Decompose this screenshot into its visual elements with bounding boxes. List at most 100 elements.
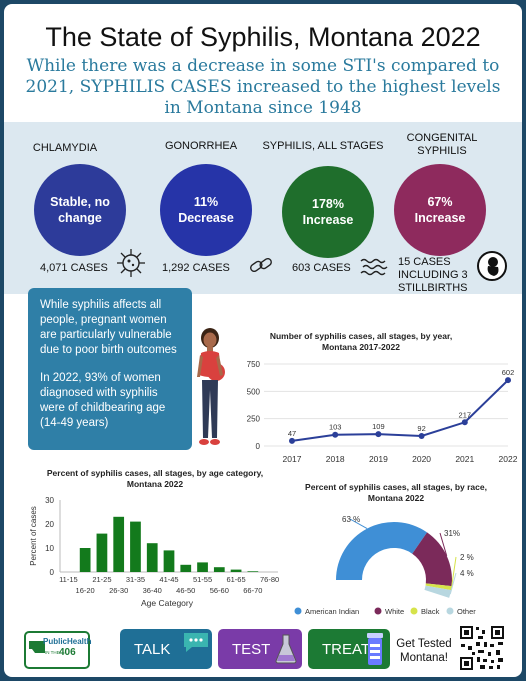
pie-chart-leader (349, 518, 368, 530)
cases-congenital: 15 CASES INCLUDING 3 STILLBIRTHS (398, 256, 468, 294)
bar-chart: 0 10 20 30 11-15 16-20 21-25 26-30 31-35 36-40 41-… (29, 496, 279, 608)
bar-chart-bar (197, 562, 208, 572)
line-chart-data-label: 92 (417, 424, 425, 433)
pie-chart-leader (439, 532, 448, 557)
bar-chart-bar (79, 548, 91, 572)
get-tested-text: Get Tested Montana! (396, 638, 452, 664)
line-chart-data-label: 47 (288, 429, 296, 438)
stat-label-gonorrhea: GONORRHEA (164, 140, 238, 152)
page-subtitle: While there was a decrease in some STI's… (25, 56, 501, 118)
bar-chart-bar (96, 533, 108, 572)
stat-circle-congenital: 67% Increase (394, 164, 486, 256)
poster: The State of Syphilis, Montana 2022 Whil… (4, 4, 522, 677)
pie-chart-slice (424, 585, 452, 598)
test-button[interactable]: TEST (218, 629, 302, 669)
treat-label: TREAT (322, 640, 371, 658)
info-paragraph-1: While syphilis affects all people, pregn… (40, 299, 177, 356)
page-title: The State of Syphilis, Montana 2022 (45, 22, 481, 52)
bar-chart-ytick: 0 (50, 568, 55, 577)
line-chart-series (291, 379, 509, 442)
bar-chart-xtick: 66-70 (243, 586, 262, 595)
talk-button[interactable]: TALK (120, 629, 212, 669)
line-chart-xtick: 2018 (326, 454, 345, 464)
info-box: While syphilis affects all people, pregn… (28, 288, 192, 450)
pie-chart-data-label: 31% (444, 529, 460, 538)
bar-chart-xtick: 51-55 (193, 575, 212, 584)
pie-chart-leader (449, 572, 457, 595)
bar-chart-xlabel: Age Category (141, 598, 194, 608)
line-chart-xtick: 2022 (499, 454, 518, 464)
bar-chart-xtick: 36-40 (143, 586, 162, 595)
line-chart-data-label: 602 (502, 368, 515, 377)
pie-chart-data-label: 63 % (342, 515, 360, 524)
cases-gonorrhea: 1,292 CASES (162, 262, 230, 274)
line-chart-point (505, 377, 511, 384)
bar-chart-xtick: 26-30 (109, 586, 128, 595)
bar-chart-xtick: 56-60 (210, 586, 229, 595)
pill-bottle-icon (367, 633, 383, 665)
treat-button[interactable]: TREAT (308, 629, 390, 669)
pie-chart-legend-swatch (374, 607, 382, 615)
bar-chart-bar (130, 521, 141, 572)
bar-chart-bar (213, 567, 225, 572)
pie-chart-legend-label: White (385, 607, 404, 616)
pie-chart-leader (450, 556, 457, 589)
line-chart-xtick: 2017 (283, 454, 302, 464)
pie-chart-slice (336, 522, 428, 580)
bar-chart-bar (180, 564, 192, 572)
bar-chart-xtick: 21-25 (92, 575, 111, 584)
logo-text-line3: 406 (59, 647, 76, 658)
bar-chart-xtick: 76-80 (260, 575, 279, 584)
bar-chart-ytick: 10 (45, 544, 54, 553)
stat-circle-gonorrhea: 11% Decrease (160, 164, 252, 256)
fetus-icon (477, 251, 507, 281)
qr-code-icon[interactable] (458, 624, 506, 672)
stat-label-chlamydia: CHLAMYDIA (32, 142, 98, 154)
pie-chart-data-label: 4 % (460, 569, 474, 578)
cases-syphilis: 603 CASES (292, 262, 351, 274)
bar-chart-ytick: 20 (45, 520, 54, 529)
bar-chart-ylabel: Percent of cases (29, 506, 38, 566)
virus-icon (117, 249, 145, 277)
flask-icon (275, 634, 297, 664)
line-chart-point (289, 437, 295, 444)
bar-chart-xtick: 61-65 (226, 575, 245, 584)
pie-chart-legend-label: Other (457, 607, 476, 616)
stat-label-syphilis: SYPHILIS, ALL STAGES (262, 140, 384, 152)
bar-chart-bar (230, 569, 242, 572)
logo-text-line1: PublicHealth (43, 637, 92, 646)
chat-bubble-icon (184, 633, 208, 652)
test-label: TEST (232, 640, 271, 658)
stat-label-congenital: CONGENITAL SYPHILIS (406, 132, 478, 157)
line-chart: 0 250 500 750 47 2017 103 2018 109 2019 92 2020 217 2… (247, 360, 518, 464)
line-chart-xtick: 2021 (455, 454, 474, 464)
bar-chart-title: Percent of syphilis cases, all stages, b… (46, 468, 264, 489)
line-chart-data-label: 103 (329, 423, 342, 432)
bar-chart-bar (247, 571, 259, 572)
bar-chart-bar (146, 543, 158, 572)
bar-chart-bar (163, 550, 175, 572)
line-chart-data-label: 109 (372, 422, 385, 431)
pie-chart-legend-label: Black (421, 607, 440, 616)
pie-chart-legend-label: American Indian (305, 607, 359, 616)
stat-circle-chlamydia: Stable, no change (34, 164, 126, 256)
logo-text-line2: IN THE (45, 650, 60, 655)
pie-chart-legend-swatch (446, 607, 454, 615)
bar-chart-xtick: 11-15 (59, 575, 78, 584)
line-chart-ytick: 500 (247, 387, 261, 396)
line-chart-point (461, 419, 468, 426)
montana-map-icon (29, 641, 45, 653)
bar-chart-xtick: 41-45 (159, 575, 178, 584)
cases-chlamydia: 4,071 CASES (40, 262, 108, 274)
line-chart-ytick: 250 (247, 415, 261, 424)
pie-chart-title: Percent of syphilis cases, all stages, b… (305, 482, 487, 503)
bar-chart-xtick: 31-35 (126, 575, 145, 584)
spirochete-icon (360, 258, 388, 276)
line-chart-xtick: 2020 (412, 454, 431, 464)
pie-chart-slice (425, 583, 452, 591)
pie-chart-legend-swatch (410, 607, 418, 615)
stat-circle-syphilis: 178% Increase (282, 166, 374, 258)
line-chart-point (375, 431, 382, 438)
line-chart-ytick: 0 (256, 442, 261, 451)
bacteria-icon (250, 257, 272, 273)
